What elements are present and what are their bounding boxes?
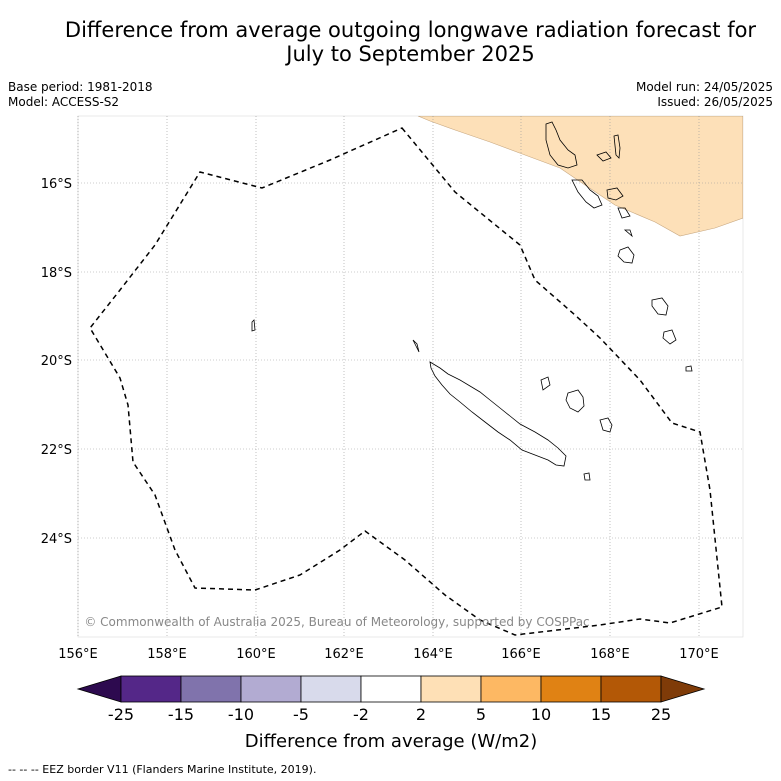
colorbar-swatch <box>180 675 242 703</box>
lat-label: 22°S <box>41 443 72 458</box>
colorbar <box>76 675 706 703</box>
lon-label: 168°E <box>590 647 630 662</box>
lon-labels: 156°E 158°E 160°E 162°E 164°E 166°E 168°… <box>58 647 719 662</box>
meta-left: Base period: 1981-2018 Model: ACCESS-S2 <box>8 80 153 110</box>
colorbar-tick-label: 2 <box>416 705 426 724</box>
colorbar-swatch <box>420 675 482 703</box>
colorbar-tick-label: 25 <box>651 705 671 724</box>
lat-label: 24°S <box>41 532 72 547</box>
colorbar-swatch <box>480 675 542 703</box>
lat-labels: 16°S 18°S 20°S 22°S 24°S <box>41 177 72 547</box>
copyright-text: © Commonwealth of Australia 2025, Bureau… <box>84 615 589 629</box>
colorbar-label: Difference from average (W/m2) <box>245 731 537 752</box>
colorbar-swatch <box>240 675 302 703</box>
colorbar-tick-label: -5 <box>293 705 309 724</box>
colorbar-tick-label: 5 <box>476 705 486 724</box>
map-frame <box>77 115 744 638</box>
vanuatu-north <box>545 121 578 169</box>
colorbar-swatch <box>540 675 602 703</box>
lat-label: 16°S <box>41 177 72 192</box>
lon-label: 160°E <box>236 647 276 662</box>
anomaly-region <box>417 116 743 237</box>
eez-legend-note: -- -- -- EEZ border V11 (Flanders Marine… <box>8 763 317 776</box>
lon-label: 158°E <box>147 647 187 662</box>
lat-label: 18°S <box>41 266 72 281</box>
colorbar-tick-label: -25 <box>108 705 134 724</box>
lat-label: 20°S <box>41 354 72 369</box>
base-period: Base period: 1981-2018 <box>8 80 153 94</box>
lon-label: 162°E <box>324 647 364 662</box>
colorbar-swatch <box>600 675 662 703</box>
colorbar-tick-label: 10 <box>531 705 551 724</box>
issued-date: Issued: 26/05/2025 <box>657 95 773 109</box>
model-run: Model run: 24/05/2025 <box>635 80 773 94</box>
colorbar-swatch <box>360 675 422 703</box>
title-line-2: July to September 2025 <box>286 42 535 66</box>
colorbar-arrow-high <box>660 675 706 703</box>
colorbar-arrow-low <box>76 675 122 703</box>
colorbar-ticks: -25 -15 -10 -5 -2 2 5 10 15 25 <box>108 705 671 724</box>
lon-label: 164°E <box>413 647 453 662</box>
new-caledonia <box>429 361 567 467</box>
eez-border <box>89 127 723 636</box>
colorbar-tick-label: -2 <box>353 705 369 724</box>
colorbar-tick-label: 15 <box>591 705 611 724</box>
title-line-1: Difference from average outgoing longwav… <box>64 18 757 42</box>
colorbar-swatch <box>300 675 362 703</box>
coastlines <box>251 121 693 481</box>
lon-label: 166°E <box>501 647 541 662</box>
lon-label: 156°E <box>58 647 98 662</box>
colorbar-tick-label: -15 <box>168 705 194 724</box>
model-name: Model: ACCESS-S2 <box>8 95 120 109</box>
map-title: Difference from average outgoing longwav… <box>40 18 781 66</box>
colorbar-tick-label: -10 <box>228 705 254 724</box>
lon-label: 170°E <box>679 647 719 662</box>
meta-right: Model run: 24/05/2025 Issued: 26/05/2025 <box>636 80 773 110</box>
colorbar-swatch <box>120 675 182 703</box>
loyalty-islands <box>565 389 585 413</box>
